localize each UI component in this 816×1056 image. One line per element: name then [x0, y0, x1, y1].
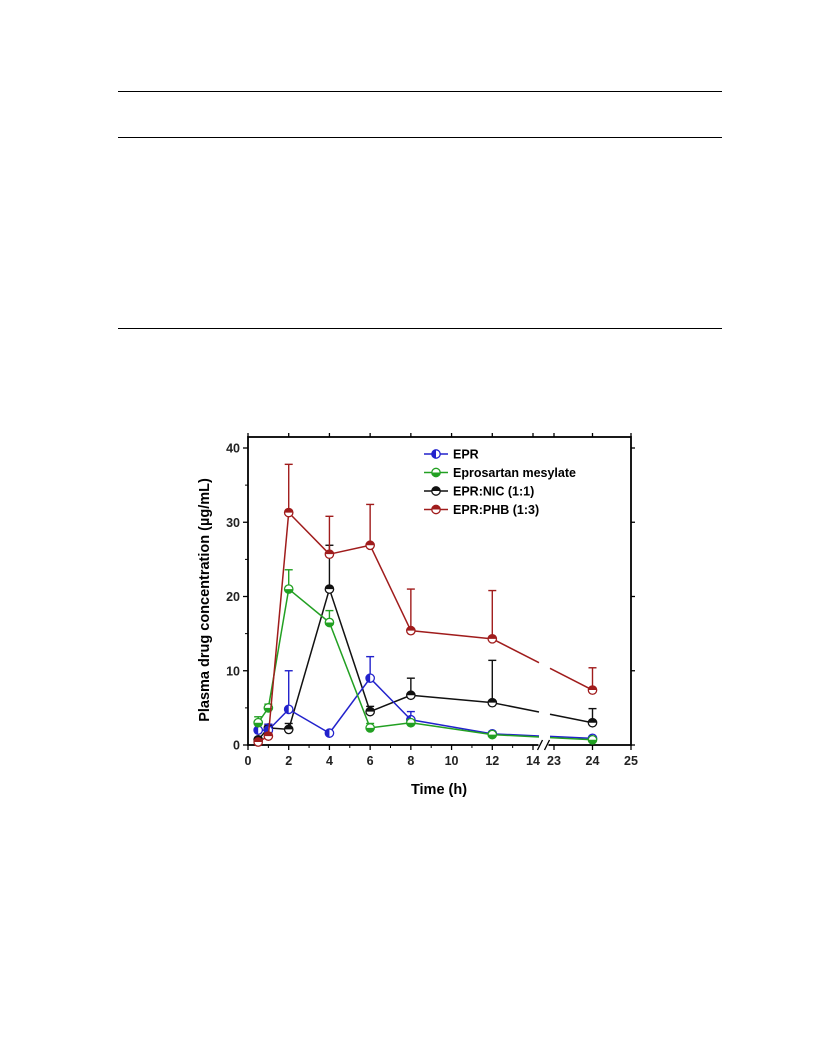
legend-marker-fill [431, 505, 441, 510]
series-line [549, 736, 593, 741]
data-point-fill [406, 722, 416, 727]
legend-item-3: EPR:PHB (1:3) [424, 503, 539, 517]
series-line [410, 719, 493, 735]
y-axis-title: Plasma drug concentration (µg/mL) [197, 478, 213, 722]
legend-label: EPR [453, 448, 479, 462]
x-tick-label: 8 [407, 754, 414, 768]
data-point-fill [406, 626, 416, 631]
x-tick-label: 23 [547, 754, 561, 768]
series-line [288, 588, 330, 624]
series-line [492, 733, 540, 737]
data-point-fill [365, 727, 375, 733]
x-tick-label: 4 [326, 754, 333, 768]
data-point-fill [325, 549, 334, 555]
legend-marker-fill [431, 449, 436, 459]
x-tick-label: 2 [285, 754, 292, 768]
data-point-fill [253, 722, 263, 727]
x-tick-label: 24 [586, 754, 600, 768]
series-line [267, 512, 290, 737]
y-tick-label: 20 [226, 590, 240, 604]
series-line [287, 588, 331, 730]
data-point-fill [406, 691, 416, 696]
legend-item-0: EPR [424, 448, 479, 462]
x-tick-label: 12 [485, 754, 499, 768]
series-line [369, 694, 412, 713]
series-line [549, 713, 593, 724]
legend-item-1: Eprosartan mesylate [424, 466, 576, 480]
legend-label: EPR:NIC (1:1) [453, 485, 534, 499]
series-line [492, 701, 540, 713]
series-layer [253, 463, 598, 747]
x-tick-label: 10 [445, 754, 459, 768]
data-point-fill [284, 725, 293, 730]
series-line [410, 629, 493, 640]
data-point-fill [488, 734, 497, 739]
series-2 [253, 544, 598, 745]
series-3 [253, 463, 598, 747]
series-line [329, 544, 371, 555]
series-line [288, 708, 330, 734]
y-tick-label: 0 [233, 739, 240, 753]
data-point-fill [264, 731, 273, 737]
legend: EPR Eprosartan mesylate EPR:NIC (1:1) EPR:P… [424, 448, 576, 517]
y-tick-label: 40 [226, 442, 240, 456]
data-point-fill [253, 737, 263, 743]
series-line [328, 588, 371, 712]
series-line [288, 512, 330, 555]
data-point-fill [488, 634, 497, 639]
table-top-rule [118, 91, 722, 92]
series-line [410, 694, 493, 704]
data-point-fill [284, 589, 293, 594]
x-tick-label: 25 [624, 754, 638, 768]
data-point-fill [365, 541, 375, 546]
axis-break-mark [543, 739, 551, 751]
legend-marker-fill [431, 472, 441, 477]
series-line [328, 622, 371, 729]
series-line [549, 667, 593, 691]
data-point-fill [588, 685, 597, 691]
table-header-rule [118, 137, 722, 138]
x-axis-title: Time (h) [411, 782, 467, 798]
data-point-fill [588, 739, 597, 745]
data-point-fill [365, 707, 375, 712]
x-tick-label: 14 [526, 754, 540, 768]
series-line [267, 588, 290, 709]
series-line [369, 544, 412, 631]
axis-break-gap [538, 741, 549, 749]
y-tick-label: 10 [226, 664, 240, 678]
data-point-fill [284, 705, 289, 714]
data-point-fill [488, 698, 497, 703]
table-bottom-rule [118, 328, 722, 329]
legend-label: EPR:PHB (1:3) [453, 503, 539, 517]
x-tick-label: 6 [367, 754, 374, 768]
data-point-fill [325, 584, 334, 590]
x-tick-label: 0 [245, 754, 252, 768]
series-line [369, 677, 412, 721]
series-line [549, 735, 593, 740]
y-tick-label: 30 [226, 516, 240, 530]
axis-break-mark [536, 739, 544, 751]
data-point-fill [325, 728, 330, 738]
legend-label: Eprosartan mesylate [453, 466, 576, 480]
series-line [370, 721, 411, 729]
data-point-fill [588, 718, 597, 723]
data-point-fill [284, 508, 293, 513]
data-point-fill [325, 622, 334, 627]
series-line [410, 721, 493, 736]
series-1 [253, 569, 598, 745]
legend-marker-fill [431, 486, 441, 491]
series-line [328, 677, 371, 734]
legend-item-2: EPR:NIC (1:1) [424, 485, 534, 499]
data-point-fill [253, 725, 259, 735]
plot-frame [247, 436, 632, 746]
series-line [492, 733, 540, 738]
data-point-fill [365, 673, 371, 683]
series-line [491, 638, 540, 664]
